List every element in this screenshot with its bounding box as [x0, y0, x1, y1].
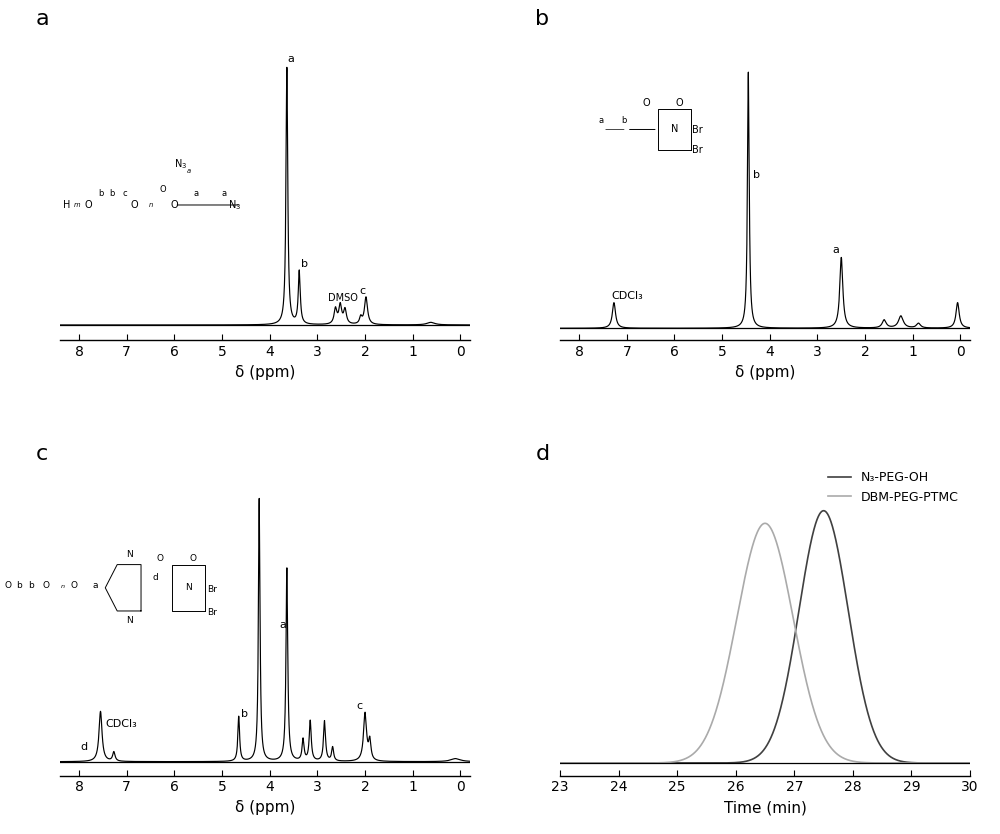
- Text: O: O: [85, 200, 92, 210]
- Text: c: c: [360, 286, 366, 296]
- Text: O: O: [159, 185, 166, 194]
- Text: $_m$: $_m$: [73, 200, 81, 210]
- Legend: N₃-PEG-OH, DBM-PEG-PTMC: N₃-PEG-OH, DBM-PEG-PTMC: [823, 466, 964, 509]
- Text: d: d: [80, 742, 87, 752]
- Text: c: c: [356, 701, 362, 711]
- Text: O: O: [675, 98, 683, 108]
- Text: Br: Br: [207, 585, 217, 594]
- Text: b: b: [753, 170, 760, 180]
- Text: a: a: [35, 9, 49, 29]
- Text: b: b: [241, 709, 248, 719]
- X-axis label: δ (ppm): δ (ppm): [735, 364, 795, 379]
- Text: $\rm N_3$: $\rm N_3$: [228, 198, 241, 212]
- Text: O: O: [130, 200, 138, 210]
- Text: a: a: [193, 189, 198, 198]
- Text: b: b: [98, 189, 103, 198]
- Text: N: N: [185, 583, 192, 592]
- Text: O: O: [71, 580, 78, 590]
- Text: $\mathregular{N_3}$$\underset{a}{}$: $\mathregular{N_3}$$\underset{a}{}$: [174, 158, 192, 176]
- Text: O: O: [4, 580, 11, 590]
- Text: O: O: [42, 580, 49, 590]
- Text: d: d: [535, 445, 550, 465]
- Text: a: a: [288, 53, 295, 63]
- X-axis label: δ (ppm): δ (ppm): [235, 364, 295, 379]
- Text: $_n$: $_n$: [148, 200, 154, 210]
- Text: a: a: [598, 116, 603, 125]
- Text: Br: Br: [207, 608, 217, 617]
- Text: CDCl₃: CDCl₃: [611, 291, 643, 301]
- Text: b: b: [622, 116, 627, 125]
- Text: N: N: [126, 615, 132, 625]
- Text: c: c: [122, 189, 127, 198]
- X-axis label: Time (min): Time (min): [724, 800, 806, 815]
- Text: a: a: [222, 189, 227, 198]
- X-axis label: δ (ppm): δ (ppm): [235, 800, 295, 815]
- Text: Br: Br: [692, 125, 703, 135]
- Text: b: b: [29, 580, 34, 590]
- Text: CDCl₃: CDCl₃: [105, 719, 137, 729]
- Text: O: O: [642, 98, 650, 108]
- Text: H: H: [63, 200, 71, 210]
- Text: a: a: [93, 580, 98, 590]
- Text: Br: Br: [692, 145, 703, 155]
- Text: a: a: [279, 620, 286, 631]
- Text: b: b: [17, 580, 22, 590]
- Text: O: O: [190, 554, 197, 563]
- Text: O: O: [171, 200, 178, 210]
- Text: O: O: [157, 554, 164, 563]
- Text: N: N: [126, 550, 132, 559]
- Text: DMSO: DMSO: [328, 293, 358, 303]
- Text: c: c: [35, 445, 48, 465]
- Text: d: d: [152, 573, 158, 582]
- Text: b: b: [535, 9, 550, 29]
- Text: N: N: [671, 124, 678, 134]
- Text: $_n$: $_n$: [60, 582, 65, 591]
- Text: b: b: [110, 189, 115, 198]
- Text: b: b: [301, 259, 308, 269]
- Text: a: a: [832, 245, 839, 255]
